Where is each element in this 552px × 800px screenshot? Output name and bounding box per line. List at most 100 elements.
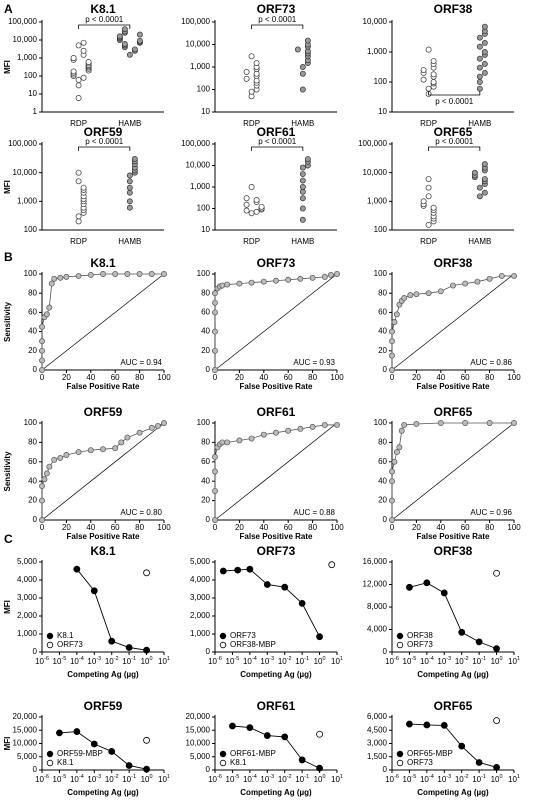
significance-bracket [78,146,131,151]
data-point [481,176,488,182]
data-point [212,367,218,373]
data-point [430,58,437,64]
data-point [458,742,466,750]
x-tick-label: 10-4 [70,774,84,784]
y-axis-label: Sensitivity [3,451,12,492]
x-tick-label: 40 [86,523,95,532]
data-point [297,275,304,282]
x-tick-label: RDP [420,119,437,128]
legend-label: K8.1 [57,758,74,767]
data-point [273,429,279,436]
y-tick-label: 20 [28,346,37,355]
x-tick-label: 10-5 [53,656,67,666]
data-point [285,427,292,434]
data-point [126,51,133,58]
annotation: AUC = 0.88 [293,508,335,517]
data-point [327,272,334,278]
x-tick-label: 0 [213,373,218,382]
legend-label: ORF73 [407,640,433,649]
data-point [316,633,323,641]
data-point [56,729,63,737]
panel-label: A [4,2,13,16]
data-point [51,456,58,463]
x-tick-label: 10-2 [278,774,292,784]
data-point [75,178,82,185]
data-point [391,458,398,465]
data-point [401,295,408,301]
data-point [161,271,167,277]
data-point [260,278,267,285]
data-point [498,272,505,279]
data-point [41,476,48,483]
x-tick-label: HAMB [468,237,491,246]
y-tick-label: 5,000 [190,752,211,761]
x-tick-label: 100 [491,656,503,666]
data-point [243,69,250,75]
data-point [87,272,94,278]
data-point [481,23,488,30]
data-point [389,497,395,504]
x-tick-label: 80 [485,523,494,532]
data-point [321,421,328,428]
x-tick-label: 60 [111,373,120,382]
y-tick-label: 4,000 [367,625,388,634]
x-tick-label: 10-3 [87,656,101,666]
legend-marker [219,750,227,758]
data-point [309,274,316,281]
data-point [481,60,488,67]
y-tick-label: 10 [201,225,210,234]
y-tick-label: 10 [378,107,387,116]
data-point [401,421,408,428]
data-point [154,422,161,429]
x-tick-label: 10-6 [385,656,399,666]
chart-title: ORF73 [257,544,296,558]
y-tick-label: 20 [201,346,210,355]
x-axis-label: False Positive Rate [417,382,490,391]
y-tick-label: 10,000 [186,161,211,170]
y-tick-label: 100,000 [8,17,37,26]
data-point [243,201,250,208]
y-tick-label: 10,000 [186,40,211,49]
x-tick-label: HAMB [291,237,314,246]
x-tick-label: 40 [86,373,95,382]
x-tick-label: 10-1 [295,774,309,784]
data-point [248,435,255,442]
x-tick-label: 0 [390,373,395,382]
x-tick-label: 10-6 [385,774,399,784]
y-tick-label: 80 [378,438,387,447]
data-point [440,589,448,597]
data-point [298,600,306,607]
data-point [281,583,289,591]
data-point [389,367,395,373]
significance-bracket [78,24,131,29]
y-tick-label: 80 [201,288,210,297]
data-point [63,273,70,280]
y-tick-label: 4,500 [367,725,388,734]
y-tick-label: 1,500 [367,752,388,761]
data-point [440,721,448,729]
x-axis-label: Competing Ag (µg) [240,788,312,797]
data-point [481,161,488,167]
data-point [100,271,106,277]
data-point [136,429,143,436]
data-point [299,177,306,184]
legend-marker [396,641,404,649]
x-tick-label: 10-2 [105,774,119,784]
data-point [476,64,483,71]
reference-diagonal [41,273,165,371]
x-tick-label: 101 [508,656,520,666]
data-point [131,46,138,53]
data-point [136,37,143,44]
x-axis-label: False Positive Rate [240,382,313,391]
data-point [299,216,306,223]
data-point [425,176,432,182]
x-tick-label: 10-3 [437,774,451,784]
data-point [294,46,301,53]
x-tick-label: 100 [314,656,326,666]
data-point [125,762,133,769]
y-tick-label: 100 [197,269,211,278]
data-point [136,271,143,277]
y-tick-label: 60 [378,457,387,466]
x-tick-label: 10-3 [437,656,451,666]
